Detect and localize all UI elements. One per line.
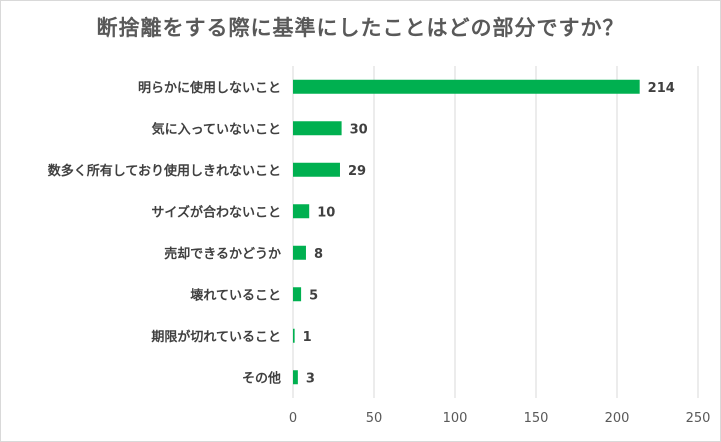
category-label: 数多く所有しており使用しきれないこと <box>48 163 281 179</box>
data-label: 10 <box>317 205 335 220</box>
bar <box>293 370 298 385</box>
data-labels: 214 30 29 10 8 5 1 3 <box>303 81 675 387</box>
x-tick-labels: 0 50 100 150 200 250 <box>289 411 711 426</box>
x-tick-label: 100 <box>443 411 468 426</box>
data-label: 5 <box>309 288 318 303</box>
gridlines <box>292 66 699 398</box>
data-label: 29 <box>348 164 366 179</box>
bar <box>293 328 295 343</box>
category-label: 壊れていること <box>190 287 281 303</box>
x-tick-label: 250 <box>686 411 711 426</box>
x-tick-label: 200 <box>605 411 630 426</box>
category-label: サイズが合わないこと <box>151 204 281 220</box>
bar <box>293 162 340 177</box>
data-label: 3 <box>306 371 315 386</box>
category-label: 明らかに使用しないこと <box>138 80 281 96</box>
category-label: その他 <box>242 370 281 386</box>
bar <box>293 245 306 260</box>
bar <box>293 79 640 94</box>
category-labels: 明らかに使用しないこと気に入っていないこと数多く所有しており使用しきれないことサ… <box>48 80 281 387</box>
bar <box>293 204 310 219</box>
bars <box>293 79 640 385</box>
category-label: 気に入っていないこと <box>152 121 281 137</box>
x-tick-label: 0 <box>289 411 297 426</box>
data-label: 214 <box>648 81 675 96</box>
x-tick-label: 50 <box>366 411 383 426</box>
data-label: 8 <box>314 247 323 262</box>
x-tick-label: 150 <box>524 411 549 426</box>
category-label: 売却できるかどうか <box>164 246 281 262</box>
chart-title: 断捨離をする際に基準にしたことはどの部分ですか？ <box>96 16 625 40</box>
category-label: 期限が切れていること <box>151 329 281 345</box>
bar <box>293 287 302 302</box>
bar <box>293 121 342 136</box>
data-label: 30 <box>350 122 368 137</box>
data-label: 1 <box>303 330 312 345</box>
